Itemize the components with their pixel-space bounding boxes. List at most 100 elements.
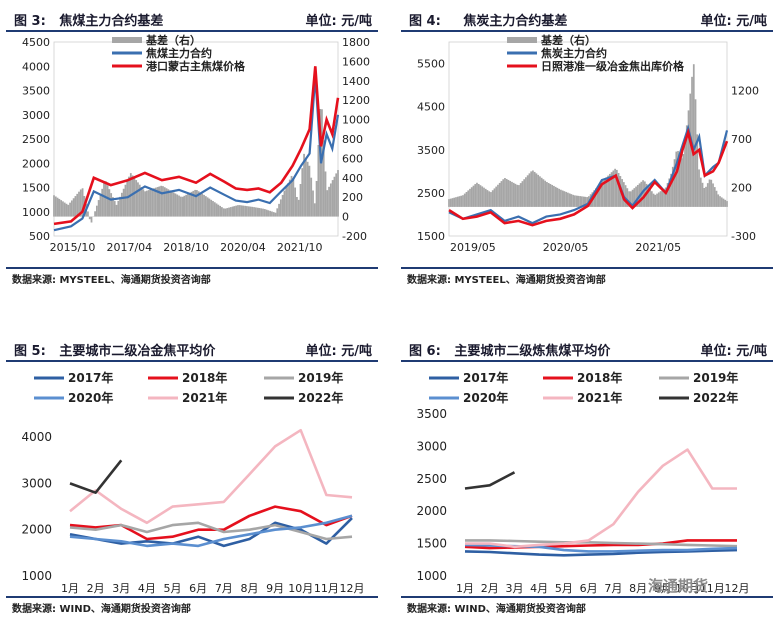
basis-bar xyxy=(140,187,143,217)
y-tick-label: 3000 xyxy=(21,476,52,490)
basis-bar xyxy=(187,193,189,217)
y-tick-label: 2000 xyxy=(21,523,52,537)
basis-bar xyxy=(192,190,195,217)
basis-bar xyxy=(484,188,487,207)
basis-bar xyxy=(584,196,587,207)
basis-bar xyxy=(500,181,503,207)
basis-bar xyxy=(183,195,186,217)
basis-bar xyxy=(235,205,238,217)
basis-bar xyxy=(498,182,501,207)
basis-bar xyxy=(699,177,702,207)
basis-bar xyxy=(505,178,508,207)
basis-bar xyxy=(271,211,273,217)
basis-bar xyxy=(493,188,496,207)
basis-bar xyxy=(267,210,270,217)
basis-bar xyxy=(610,172,613,207)
basis-bar xyxy=(539,176,541,207)
y-tick-label: 2000 xyxy=(22,157,50,170)
series-line xyxy=(464,471,516,490)
basis-bar xyxy=(119,196,121,217)
watermark-text: 海通期货 xyxy=(648,577,709,595)
basis-bar xyxy=(53,195,55,217)
basis-bar xyxy=(460,195,463,207)
basis-bar xyxy=(137,182,139,217)
basis-bar xyxy=(724,199,727,207)
basis-bar xyxy=(120,192,123,217)
basis-bar xyxy=(299,184,302,217)
panel-fig3: 图 3: 焦煤主力合约基差 单位: 元/吨 500 1000 1500 2000 250… xyxy=(6,4,378,286)
figure-title: 图 5: 主要城市二级冶金焦平均价 xyxy=(14,344,216,359)
y-tick-label: 4000 xyxy=(22,60,50,73)
basis-bar xyxy=(263,209,266,217)
legend-label: 2022年 xyxy=(693,390,738,405)
basis-bar xyxy=(62,201,64,217)
plot-frame xyxy=(448,41,728,237)
basis-bar xyxy=(551,184,554,207)
x-tick-label: 2018/10 xyxy=(163,241,209,254)
legend-label: 2017年 xyxy=(463,370,508,385)
basis-bar xyxy=(586,197,588,207)
y-tick-label: 1000 xyxy=(22,206,50,219)
x-tick-label: 8月 xyxy=(629,582,647,595)
basis-bar xyxy=(451,198,454,207)
basis-bar xyxy=(572,194,575,207)
basis-bar xyxy=(70,200,73,217)
basis-bar xyxy=(518,185,520,207)
series-line xyxy=(53,66,340,226)
basis-bar xyxy=(133,177,136,217)
x-tick-label: 5月 xyxy=(164,582,182,595)
basis-bar xyxy=(317,144,320,217)
plot-frame xyxy=(53,41,339,237)
basis-bar xyxy=(615,169,618,207)
basis-bar xyxy=(509,180,512,207)
basis-bar xyxy=(601,180,604,207)
y2-tick-label: 0 xyxy=(342,211,349,224)
basis-bar xyxy=(126,180,129,217)
basis-bar xyxy=(229,207,232,217)
y2-tick-label: 600 xyxy=(342,152,363,165)
basis-bar xyxy=(337,170,339,217)
basis-bar xyxy=(145,190,148,217)
basis-bar xyxy=(561,190,564,207)
x-tick-label: 2020/05 xyxy=(543,241,589,254)
unit-label: 单位: 元/吨 xyxy=(305,344,372,359)
basis-bar xyxy=(294,187,297,217)
y2-tick-label: 1000 xyxy=(342,114,370,127)
series-line xyxy=(465,448,737,549)
y-tick-label: 1500 xyxy=(22,182,50,195)
x-tick-label: 6月 xyxy=(580,582,598,595)
basis-bar xyxy=(546,182,548,207)
basis-bar xyxy=(87,211,89,217)
x-tick-label: 8月 xyxy=(240,582,258,595)
legend-label: 焦煤主力合约 xyxy=(145,46,212,60)
y-tick-label: 1500 xyxy=(416,537,447,551)
y2-tick-label: 400 xyxy=(342,172,363,185)
basis-bar xyxy=(304,157,307,217)
basis-bar xyxy=(668,178,671,207)
basis-bar xyxy=(165,188,168,217)
panel-header: 图 4: 焦炭主力合约基差 单位: 元/吨 xyxy=(401,4,773,36)
basis-bar xyxy=(519,183,522,207)
basis-bar xyxy=(491,190,494,207)
basis-bar xyxy=(726,201,728,207)
basis-bar xyxy=(719,196,721,207)
basis-bar xyxy=(656,193,658,207)
basis-bar xyxy=(269,210,272,217)
y-tick-label: 2500 xyxy=(417,187,445,200)
basis-bar xyxy=(649,188,651,207)
basis-bar xyxy=(579,196,582,207)
y-tick-label: 2000 xyxy=(416,504,447,518)
source-note: 数据来源: WIND、海通期货投资咨询部 xyxy=(12,604,191,615)
basis-bar xyxy=(249,206,252,217)
y2-tick-label: 1200 xyxy=(731,85,759,98)
y-tick-label: 5500 xyxy=(417,58,445,71)
basis-bar xyxy=(664,187,667,207)
chart-fig3: 500 1000 1500 2000 2500 3000 3500 4000 4500 -200 0… xyxy=(22,33,370,254)
basis-bar xyxy=(74,196,77,217)
basis-bar xyxy=(188,192,191,217)
basis-bar xyxy=(605,177,608,207)
basis-bar xyxy=(497,184,499,207)
basis-bar xyxy=(226,208,229,217)
series-line xyxy=(464,539,737,550)
basis-bar xyxy=(612,170,615,207)
